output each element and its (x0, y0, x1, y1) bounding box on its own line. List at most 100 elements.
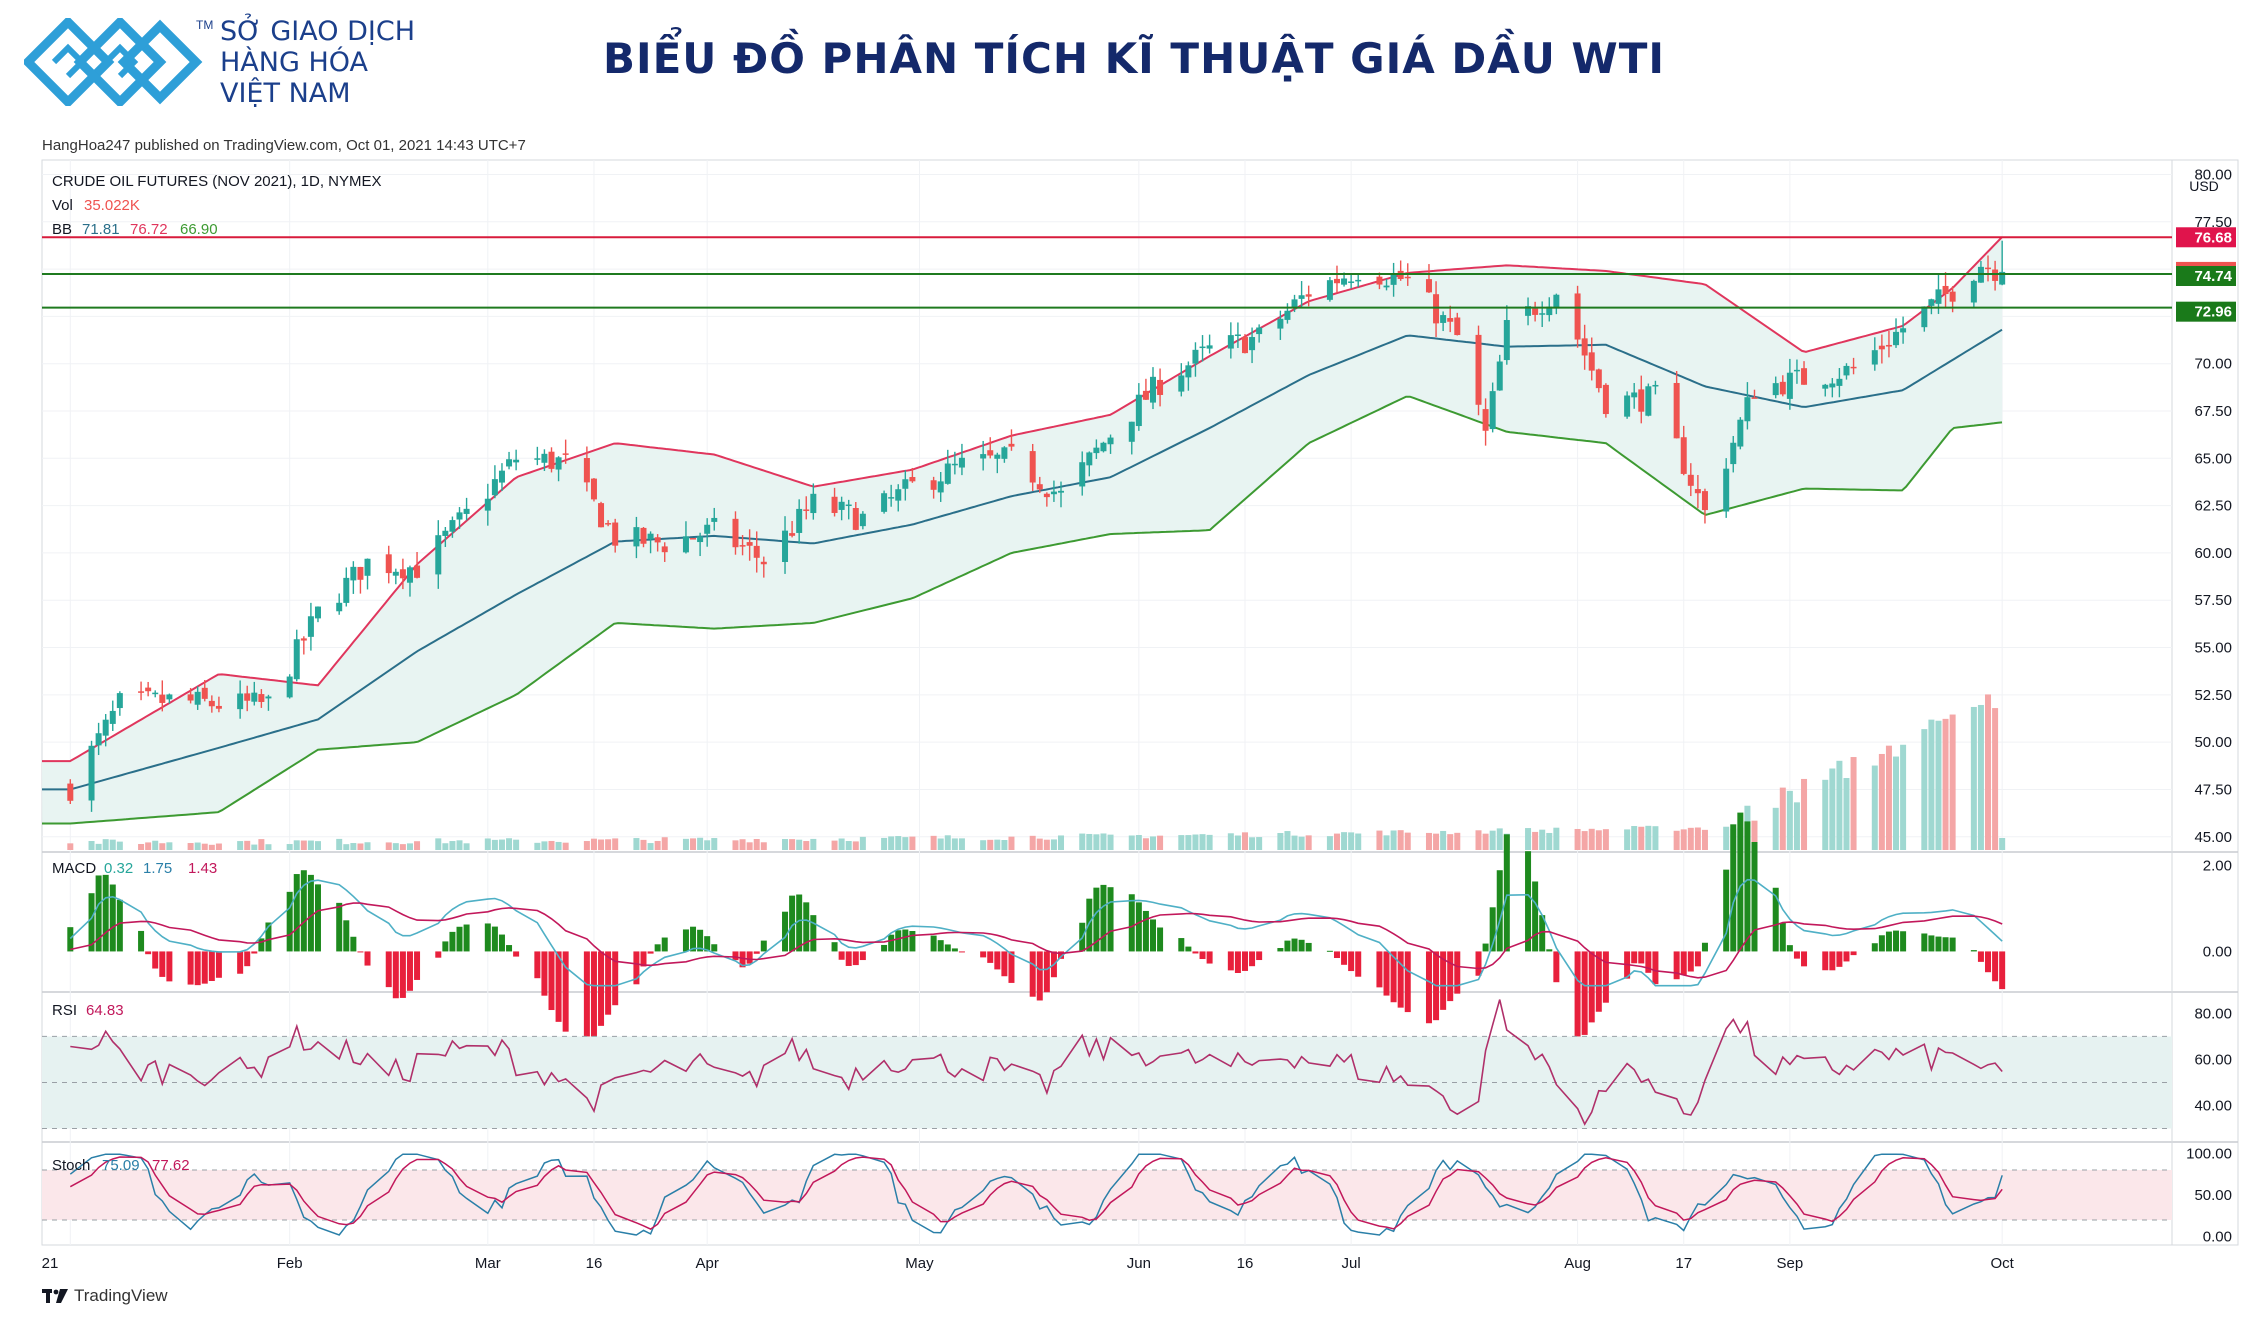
candle-body (994, 454, 1001, 459)
volume-bar (1588, 828, 1595, 850)
macd-histogram-bar (1447, 951, 1454, 1002)
volume-bar (1376, 830, 1383, 850)
volume-bar (1843, 778, 1850, 850)
candle-body (1333, 278, 1340, 284)
macd-histogram-bar (1185, 946, 1192, 952)
macd-histogram-bar (350, 936, 357, 952)
volume-bar (1921, 729, 1928, 850)
macd-histogram-bar (1425, 951, 1432, 1024)
candle-body (1822, 384, 1829, 389)
volume-bar (67, 843, 74, 850)
macd-histogram-bar (1440, 951, 1447, 1010)
macd-histogram-bar (930, 935, 937, 952)
volume-bar (753, 838, 760, 850)
volume-bar (1475, 830, 1482, 850)
volume-bar (392, 843, 399, 850)
footer-brand: TradingView (42, 1286, 168, 1306)
price-tick-label: 70.00 (2194, 356, 2232, 373)
macd-histogram-bar (498, 934, 505, 952)
volume-bar (456, 840, 463, 850)
macd-histogram-bar (753, 951, 760, 954)
macd-histogram-bar (1553, 951, 1560, 983)
macd-histogram-bar (739, 951, 746, 968)
macd-histogram-bar (732, 951, 739, 961)
candle-body (590, 478, 597, 500)
candle-body (1341, 278, 1348, 285)
macd-histogram-bar (1454, 951, 1461, 994)
macd-histogram-bar (1199, 951, 1206, 960)
candle-body (1680, 437, 1687, 474)
macd-histogram-bar (1135, 902, 1142, 952)
macd-histogram-bar (746, 951, 753, 964)
macd-histogram-bar (682, 929, 689, 952)
candle-body (456, 512, 463, 520)
macd-histogram-bar (881, 944, 888, 952)
macd-histogram-bar (803, 902, 810, 952)
volume-bar (1234, 835, 1241, 850)
candle-body (1999, 271, 2006, 285)
volume-bar (1829, 768, 1836, 850)
macd-histogram-bar (116, 899, 123, 952)
macd-signal-line (70, 902, 2003, 979)
candle-body (697, 536, 704, 543)
macd-histogram-bar (831, 942, 838, 952)
bollinger-upper-line (42, 236, 2003, 763)
candle-body (1058, 490, 1065, 493)
candle-body (1348, 281, 1355, 283)
macd-histogram-bar (1602, 951, 1609, 1003)
candle-body (1673, 382, 1680, 439)
macd-histogram-bar (810, 915, 817, 952)
volume-bar (1772, 807, 1779, 850)
stoch-tick-label: 50.00 (2194, 1187, 2232, 1204)
macd-line (69, 878, 2003, 987)
macd-histogram-bar (1036, 951, 1043, 1001)
macd-histogram-bar (1355, 951, 1362, 977)
volume-bar (1383, 835, 1390, 850)
candle-body (102, 719, 109, 736)
candle-body (343, 577, 350, 603)
volume-bar (548, 840, 555, 850)
macd-histogram-bar (1829, 951, 1836, 971)
macd-histogram-bar (449, 931, 456, 952)
candle-body (1829, 383, 1836, 388)
macd-histogram-bar (1376, 951, 1383, 988)
candle-body (1878, 345, 1885, 350)
volume-bar (513, 839, 520, 850)
macd-histogram-bar (838, 951, 845, 960)
candle-body (364, 558, 371, 576)
volume-bar (895, 836, 902, 850)
volume-bar (1546, 832, 1553, 850)
macd-histogram-bar (343, 920, 350, 952)
candle-body (746, 542, 753, 546)
macd-histogram-bar (1029, 951, 1036, 997)
macd-histogram-bar (598, 951, 605, 1026)
candle-body (1425, 279, 1432, 293)
macd-histogram-bar (1475, 951, 1482, 976)
candle-body (1645, 386, 1652, 416)
candle-body (1885, 344, 1892, 347)
macd-histogram-bar (1793, 951, 1800, 959)
candle-body (980, 454, 987, 459)
macd-histogram-bar (1192, 951, 1199, 954)
candle-body (300, 638, 307, 641)
candle-body (449, 520, 456, 532)
volume-bar (484, 838, 491, 850)
macd-histogram-bar (1921, 933, 1928, 952)
candle-body (1942, 285, 1949, 295)
macd-histogram-bar (697, 929, 704, 952)
volume-bar (1425, 832, 1432, 850)
x-axis-label: Mar (475, 1255, 501, 1272)
candle-body (583, 458, 590, 483)
candle-body (1440, 315, 1447, 323)
macd-histogram-bar (1730, 824, 1737, 952)
volume-bar (803, 841, 810, 850)
macd-histogram-bar (435, 951, 442, 958)
macd-histogram-bar (1631, 951, 1638, 964)
candle-body (442, 530, 449, 536)
volume-bar (1680, 829, 1687, 850)
volume-bar (385, 842, 392, 850)
candle-body (1305, 294, 1312, 297)
macd-histogram-bar (166, 951, 173, 982)
macd-histogram-bar (987, 951, 994, 963)
